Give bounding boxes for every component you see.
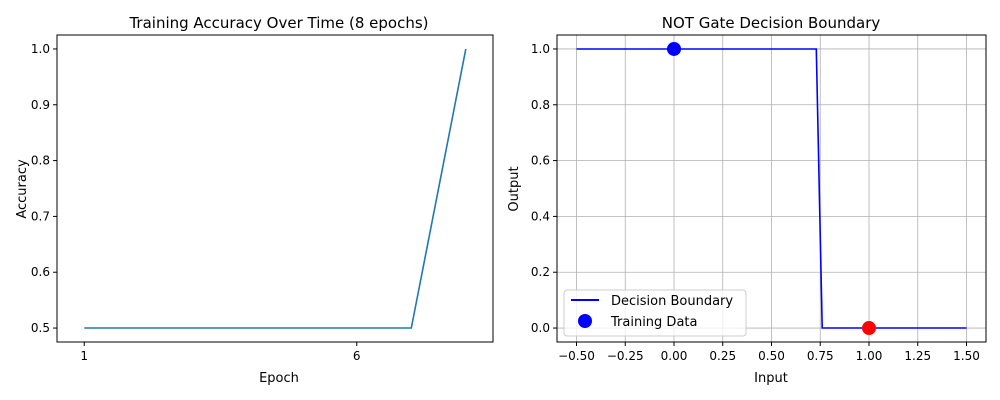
x-tick-label: 0.25	[709, 349, 736, 363]
y-tick-label: 0.4	[531, 209, 550, 223]
legend-label-training-data: Training Data	[610, 315, 697, 330]
accuracy-chart-ticks: 1 6 0.5 0.6 0.7 0.8 0.9 1.0	[31, 42, 361, 363]
x-tick-label: 6	[353, 349, 361, 363]
not-gate-chart-legend: Decision Boundary Training Data	[563, 289, 747, 337]
series-line	[84, 48, 467, 329]
x-tick-label: −0.25	[607, 349, 644, 363]
legend-label-decision-boundary: Decision Boundary	[611, 294, 733, 309]
not-gate-chart-ticks: −0.50 −0.25 0.00 0.25 0.50 0.75 1.00 1.25 1.50 0.…	[531, 42, 980, 363]
x-tick-label: 1.50	[953, 349, 980, 363]
legend-box	[563, 289, 747, 337]
legend-marker-swatch	[578, 314, 592, 328]
y-tick-label: 0.2	[531, 265, 550, 279]
x-tick-label: 1.00	[856, 349, 883, 363]
accuracy-chart-plot-area	[84, 48, 467, 329]
accuracy-chart-ylabel: Accuracy	[15, 159, 30, 219]
y-tick-label: 0.8	[31, 154, 50, 168]
y-tick-label: 1.0	[31, 42, 50, 56]
y-tick-label: 0.7	[31, 209, 50, 223]
accuracy-chart: Training Accuracy Over Time (8 epochs) E…	[15, 14, 494, 386]
x-tick-label: 0.00	[661, 349, 688, 363]
not-gate-chart-grid	[557, 35, 986, 342]
x-tick-label: 1	[80, 349, 88, 363]
accuracy-chart-frame	[56, 34, 494, 343]
series-line	[576, 48, 967, 329]
not-gate-chart-xlabel: Input	[754, 371, 788, 386]
not-gate-chart-title: NOT Gate Decision Boundary	[662, 14, 881, 32]
accuracy-chart-title: Training Accuracy Over Time (8 epochs)	[128, 14, 428, 32]
y-tick-label: 0.6	[531, 154, 550, 168]
y-tick-label: 0.5	[31, 321, 50, 335]
accuracy-chart-xlabel: Epoch	[259, 371, 299, 386]
not-gate-chart: NOT Gate Decision Boundary Input Output …	[507, 14, 987, 386]
training-data-point	[862, 321, 876, 336]
not-gate-chart-ylabel: Output	[507, 166, 522, 211]
x-tick-label: −0.50	[558, 349, 595, 363]
y-tick-label: 1.0	[531, 42, 550, 56]
not-gate-chart-plot-area	[576, 41, 967, 336]
y-tick-label: 0.6	[31, 265, 50, 279]
x-tick-label: 0.75	[807, 349, 834, 363]
y-tick-label: 0.9	[31, 98, 50, 112]
x-tick-label: 0.50	[758, 349, 785, 363]
training-data-point	[667, 41, 681, 56]
y-tick-label: 0.8	[531, 98, 550, 112]
not-gate-chart-frame	[556, 34, 987, 343]
y-tick-label: 0.0	[531, 321, 550, 335]
x-tick-label: 1.25	[904, 349, 931, 363]
